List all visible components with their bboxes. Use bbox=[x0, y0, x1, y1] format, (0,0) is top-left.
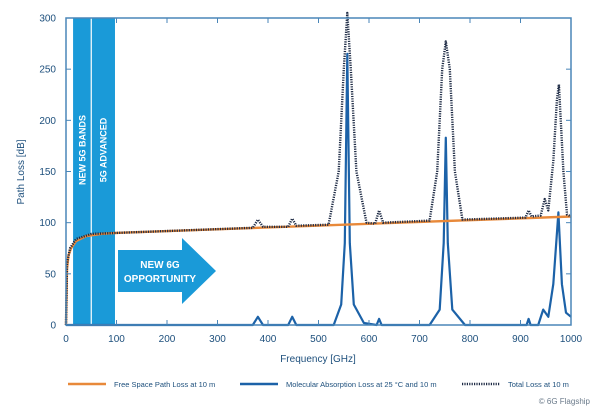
x-tick-label: 200 bbox=[159, 334, 176, 345]
x-tick-label: 300 bbox=[209, 334, 226, 345]
band-1 bbox=[73, 18, 92, 325]
y-tick-label: 100 bbox=[39, 218, 56, 229]
x-tick-label: 0 bbox=[63, 334, 69, 345]
band-2 bbox=[91, 18, 115, 325]
y-tick-label: 200 bbox=[39, 116, 56, 127]
y-axis-label: Path Loss [dB] bbox=[16, 139, 27, 204]
arrow-label-line2: OPPORTUNITY bbox=[124, 274, 197, 285]
band-label-2: 5G ADVANCED bbox=[99, 117, 109, 182]
x-tick-label: 900 bbox=[512, 334, 529, 345]
copyright: © 6G Flagship bbox=[539, 397, 591, 406]
legend-label-2: Molecular Absorption Loss at 25 °C and 1… bbox=[286, 380, 437, 389]
band-group: NEW 5G BANDS 5G ADVANCED bbox=[73, 18, 115, 325]
legend-label-1: Free Space Path Loss at 10 m bbox=[114, 380, 215, 389]
x-axis-label: Frequency [GHz] bbox=[280, 354, 356, 365]
y-tick-label: 300 bbox=[39, 14, 56, 25]
ticks-group: 0 100 200 300 400 500 600 700 800 900 1000 0 50 100 15… bbox=[39, 14, 582, 346]
x-tick-label: 1000 bbox=[560, 334, 583, 345]
band-label-1: NEW 5G BANDS bbox=[78, 115, 88, 185]
legend: Free Space Path Loss at 10 m Molecular Ab… bbox=[68, 380, 569, 389]
x-tick-label: 500 bbox=[310, 334, 327, 345]
y-tick-label: 150 bbox=[39, 167, 56, 178]
y-tick-label: 50 bbox=[45, 269, 57, 280]
arrow-label-line1: NEW 6G bbox=[140, 260, 180, 271]
x-tick-label: 700 bbox=[411, 334, 428, 345]
new-6g-arrow: NEW 6G OPPORTUNITY bbox=[118, 238, 216, 304]
y-tick-label: 250 bbox=[39, 65, 56, 76]
y-tick-label: 0 bbox=[50, 321, 56, 332]
series-line-3 bbox=[64, 11, 572, 326]
x-tick-label: 400 bbox=[260, 334, 277, 345]
x-tick-label: 100 bbox=[108, 334, 125, 345]
legend-label-3: Total Loss at 10 m bbox=[508, 380, 569, 389]
x-tick-label: 800 bbox=[462, 334, 479, 345]
arrow-shape bbox=[118, 238, 216, 304]
x-tick-label: 600 bbox=[361, 334, 378, 345]
